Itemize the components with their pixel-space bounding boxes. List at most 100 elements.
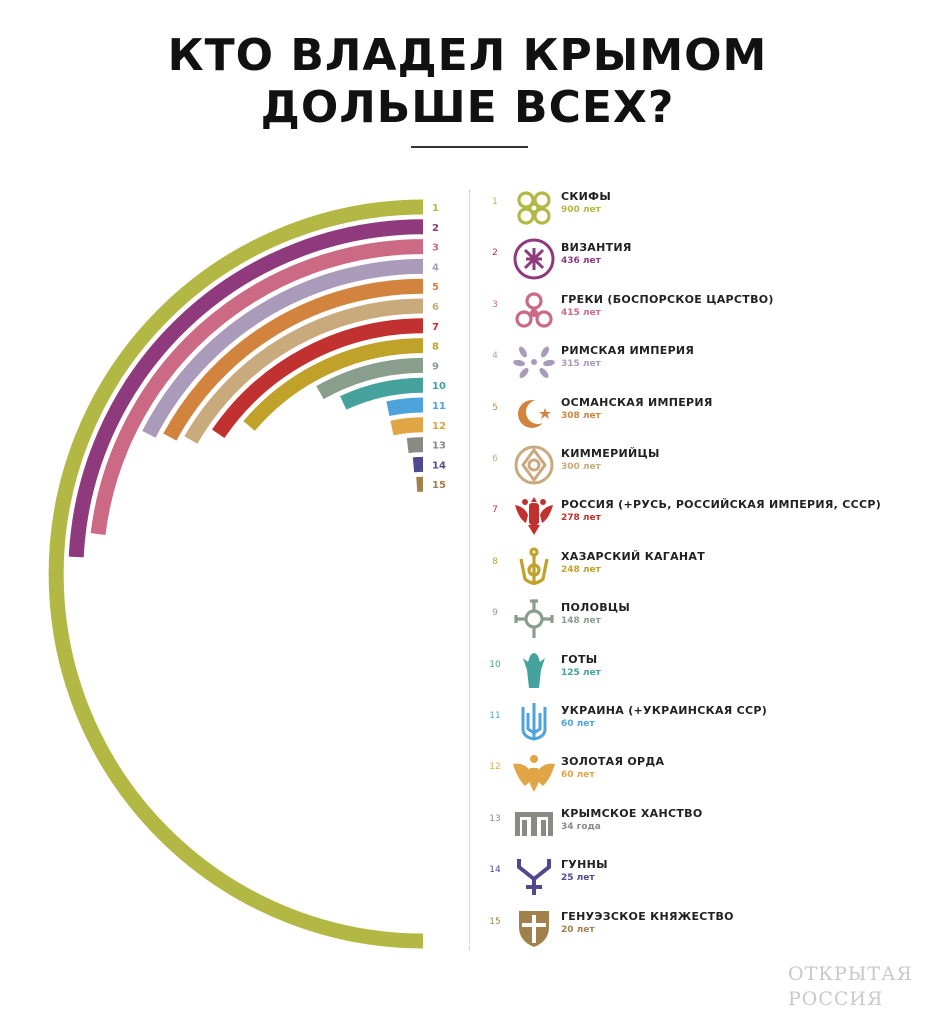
legend-item: 12 ЗОЛОТАЯ ОРДА 60 лет [480,750,910,796]
legend-rank: 7 [492,505,498,516]
watermark: ОТКРЫТАЯ РОССИЯ [788,962,918,1012]
arc-rank-label-3: 3 [432,243,439,254]
arc-rank-label-13: 13 [432,441,446,452]
legend-years: 315 лет [561,359,601,370]
gothic-eagle-icon [511,648,557,694]
legend-name: ГЕНУЭЗСКОЕ КНЯЖЕСТВО [561,909,734,923]
legend-name: РИМСКАЯ ИМПЕРИЯ [561,344,695,358]
arc-rank-label-12: 12 [432,421,446,432]
arc-bar-13 [406,437,424,453]
byzantine-monogram-icon [511,236,557,282]
watermark-line-2: РОССИЯ [788,988,884,1010]
arc-bar-4 [142,258,424,438]
arc-rank-label-2: 2 [432,223,439,234]
legend-item: 5 ОСМАНСКАЯ ИМПЕРИЯ 308 лет [480,391,910,437]
legend-years: 125 лет [561,667,601,678]
legend-name: ГУННЫ [561,858,608,872]
legend-years: 148 лет [561,616,601,627]
arc-rank-label-9: 9 [432,361,439,372]
arc-rank-label-4: 4 [432,262,439,273]
legend-item: 3 ГРЕКИ (БОСПОРСКОЕ ЦАРСТВО) 415 лет [480,288,910,334]
arc-rank-label-10: 10 [432,381,446,392]
arc-bar-3 [90,239,424,536]
legend-rank: 5 [492,402,498,413]
scythian-spiral-icon [511,185,557,231]
legend-years: 248 лет [561,564,601,575]
arc-bar-1 [48,199,424,949]
crimean-tamga-icon [511,802,557,848]
legend-item: 10 ГОТЫ 125 лет [480,648,910,694]
legend-name: УКРАИНА (+УКРАИНСКАЯ ССР) [561,704,768,717]
legend-item: 9 ПОЛОВЦЫ 148 лет [480,596,910,642]
page-title: КТО ВЛАДЕЛ КРЫМОМ ДОЛЬШЕ ВСЕХ? [0,30,935,134]
legend-name: ОСМАНСКАЯ ИМПЕРИЯ [561,395,713,409]
legend-years: 278 лет [561,513,601,524]
roman-laurel-icon [511,339,557,385]
genoese-shield-icon [511,905,557,951]
legend-rank: 2 [492,248,498,259]
cimmerian-knot-icon [511,442,557,488]
legend-rank: 8 [492,556,498,567]
legend-name: КРЫМСКОЕ ХАНСТВО [561,806,703,820]
legend-name: ЗОЛОТАЯ ОРДА [561,755,665,769]
legend-rank: 10 [489,659,501,670]
legend-years: 60 лет [561,719,595,729]
title-line-1: КТО ВЛАДЕЛ КРЫМОМ [167,30,768,81]
legend-years: 308 лет [561,410,601,421]
legend-name: РОССИЯ (+РУСЬ, РОССИЙСКАЯ ИМПЕРИЯ, СССР) [561,498,882,512]
arc-bar-5 [163,278,424,441]
legend-rank: 3 [492,299,498,310]
cuman-cross-icon [511,596,557,642]
legend-rank: 1 [492,197,498,207]
arc-rank-label-8: 8 [432,342,439,353]
arc-bar-12 [390,417,424,436]
legend-item: 14 ГУННЫ 25 лет [480,853,910,899]
legend-years: 60 лет [561,770,595,781]
legend-years: 20 лет [561,924,595,935]
legend-item: 11 УКРАИНА (+УКРАИНСКАЯ ССР) 60 лет [480,699,910,745]
arc-bar-8 [243,338,424,431]
center-divider [469,190,470,950]
legend-rank: 9 [492,608,498,619]
arc-rank-label-7: 7 [432,322,439,333]
legend-rank: 12 [489,762,501,773]
arc-rank-label-11: 11 [432,401,446,412]
arc-rank-label-6: 6 [432,302,439,313]
legend-name: ВИЗАНТИЯ [561,241,632,255]
watermark-line-1: ОТКРЫТАЯ [788,963,913,985]
legend-item: 2 ВИЗАНТИЯ 436 лет [480,236,910,282]
legend-name: ГРЕКИ (БОСПОРСКОЕ ЦАРСТВО) [561,292,774,306]
legend-name: ГОТЫ [561,652,598,666]
legend-rank: 11 [489,711,501,721]
greek-triskelion-icon [511,288,557,334]
arc-rank-label-15: 15 [432,480,446,491]
arc-bar-6 [184,298,424,444]
legend-years: 900 лет [561,205,601,215]
legend-years: 25 лет [561,873,595,884]
legend-rank: 6 [492,454,498,464]
arc-bar-7 [212,318,424,439]
khazar-tamga-icon [511,545,557,591]
legend-years: 436 лет [561,256,601,267]
title-underline [411,146,528,148]
trident-icon [511,699,557,745]
legend-item: 13 КРЫМСКОЕ ХАНСТВО 34 года [480,802,910,848]
legend-name: КИММЕРИЙЦЫ [561,447,660,460]
arc-bar-11 [386,397,424,417]
legend-item: 6 КИММЕРИЙЦЫ 300 лет [480,442,910,488]
legend-item: 8 ХАЗАРСКИЙ КАГАНАТ 248 лет [480,545,910,591]
double-headed-eagle-icon [511,493,557,539]
legend-item: 4 РИМСКАЯ ИМПЕРИЯ 315 лет [480,339,910,385]
arc-bar-9 [316,357,424,400]
legend-years: 34 года [561,821,601,832]
legend-years: 300 лет [561,462,601,472]
title-line-2: ДОЛЬШЕ ВСЕХ? [260,82,675,133]
legend-name: ХАЗАРСКИЙ КАГАНАТ [561,549,706,563]
arc-rank-label-5: 5 [432,282,439,293]
legend-item: 1 СКИФЫ 900 лет [480,185,910,231]
legend-name: ПОЛОВЦЫ [561,601,631,615]
legend-years: 415 лет [561,307,601,318]
legend-rank: 14 [489,865,501,876]
arc-rank-label-1: 1 [432,203,439,214]
